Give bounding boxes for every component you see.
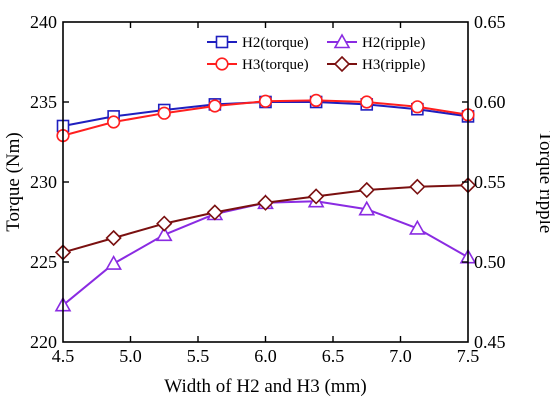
series-H3(torque)	[56, 93, 475, 143]
data-point	[307, 188, 325, 205]
x-tick-label: 4.5	[52, 346, 75, 366]
y-tick-label: 220	[30, 332, 57, 352]
legend-entry: H3(ripple)	[327, 55, 425, 73]
x-tick-label: 7.0	[389, 346, 412, 366]
y-tick-label: 225	[30, 252, 57, 272]
y-tick-label: 230	[30, 172, 57, 192]
y2-tick-label: 0.65	[474, 12, 506, 32]
y2-tick-label: 0.50	[474, 252, 506, 272]
data-point	[409, 219, 426, 235]
legend-label: H3(ripple)	[362, 57, 425, 73]
legend: H2(torque) H2(ripple) H3(torque) H3(ripple)	[207, 33, 425, 73]
data-point	[358, 181, 375, 199]
data-point	[105, 254, 122, 270]
y2-axis-title: Torque ripple	[535, 131, 550, 234]
x-tick-label: 6.5	[322, 346, 345, 366]
series-line	[62, 200, 469, 306]
data-point	[206, 204, 224, 221]
data-point	[257, 194, 274, 211]
x-tick-label: 5.0	[119, 346, 142, 366]
series-layer	[54, 93, 477, 312]
legend-marker	[333, 33, 351, 49]
legend-marker	[333, 55, 351, 73]
legend-entry: H2(ripple)	[327, 33, 425, 51]
data-point	[309, 93, 323, 107]
data-point	[105, 229, 122, 247]
legend-label: H3(torque)	[242, 57, 309, 73]
series-H2(ripple)	[54, 192, 477, 312]
y-tick-label: 235	[30, 92, 57, 112]
data-point	[107, 115, 121, 129]
data-point	[157, 106, 171, 120]
legend-label: H2(ripple)	[362, 35, 425, 51]
legend-entry: H3(torque)	[207, 57, 309, 73]
data-point	[360, 95, 374, 109]
y2-tick-label: 0.45	[474, 332, 506, 352]
data-point	[358, 200, 376, 216]
data-point	[410, 100, 424, 114]
x-tick-label: 6.0	[254, 346, 277, 366]
y2-tick-label: 0.55	[474, 172, 506, 192]
y-axis-title: Torque (Nm)	[3, 132, 24, 231]
series-H3(ripple)	[54, 177, 477, 261]
data-point	[208, 99, 222, 113]
x-tick-label: 7.5	[457, 346, 480, 366]
y2-tick-label: 0.60	[474, 92, 506, 112]
ticks-layer: 4.5 5.0 5.5 6.0 6.5 7.0 7.5 220 225 230 235 240 0.45…	[30, 12, 506, 366]
x-axis-title: Width of H2 and H3 (mm)	[164, 376, 366, 397]
data-point	[258, 94, 273, 108]
legend-marker	[215, 57, 229, 71]
legend-entry: H2(torque)	[207, 35, 309, 51]
data-point	[156, 215, 173, 232]
legend-label: H2(torque)	[242, 35, 309, 51]
data-point	[409, 178, 426, 195]
legend-marker	[215, 35, 229, 49]
data-point	[155, 226, 173, 242]
y-tick-label: 240	[30, 12, 57, 32]
x-tick-label: 5.5	[187, 346, 210, 366]
